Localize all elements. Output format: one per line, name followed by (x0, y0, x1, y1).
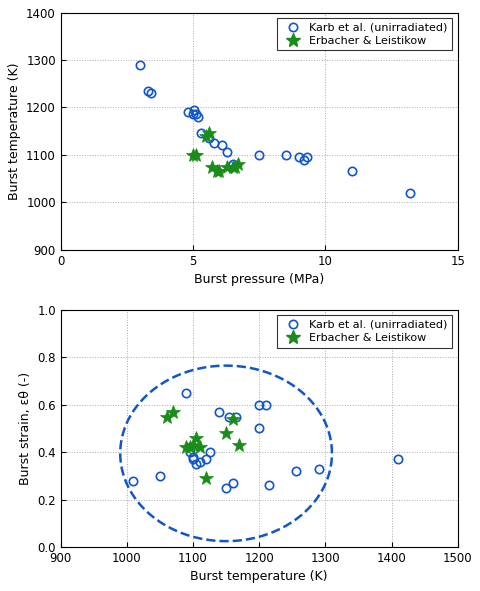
X-axis label: Burst temperature (K): Burst temperature (K) (191, 570, 328, 583)
Y-axis label: Burst strain, εθ (-): Burst strain, εθ (-) (19, 372, 32, 485)
X-axis label: Burst pressure (MPa): Burst pressure (MPa) (194, 273, 324, 286)
Legend: Karb et al. (unirradiated), Erbacher & Leistikow: Karb et al. (unirradiated), Erbacher & L… (277, 18, 452, 50)
Legend: Karb et al. (unirradiated), Erbacher & Leistikow: Karb et al. (unirradiated), Erbacher & L… (277, 316, 452, 348)
Y-axis label: Burst temperature (K): Burst temperature (K) (8, 63, 21, 200)
